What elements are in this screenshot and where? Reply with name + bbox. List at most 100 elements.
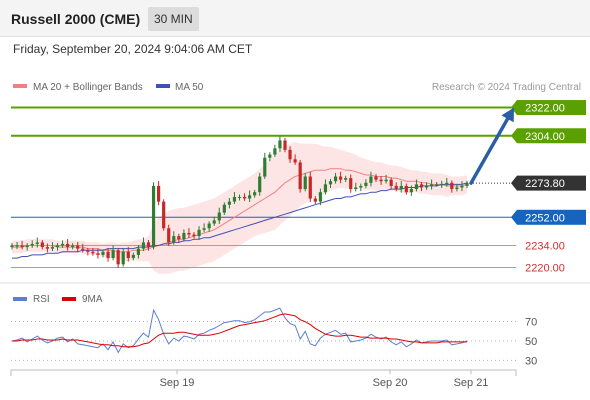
projection-arrow	[469, 107, 514, 185]
level-tag-label-4: 2234.00	[525, 241, 565, 253]
candle-body-56	[293, 159, 297, 163]
level-tags: 2322.00 2304.00 2273.80 2252.00 2234.00 2220.…	[511, 100, 586, 274]
candle-body-54	[283, 140, 287, 150]
projection-arrow-head	[501, 107, 514, 123]
candle-body-85	[440, 184, 444, 186]
candle-body-65	[339, 176, 343, 180]
candle-body-82	[424, 185, 429, 188]
candle-body-34	[182, 232, 186, 240]
candle-body-50	[263, 157, 267, 177]
candle-body-64	[333, 176, 338, 182]
ma20-legend-swatch	[13, 84, 27, 88]
candle-body-44	[232, 196, 237, 202]
rsi-tick-label-0: 70	[525, 317, 537, 329]
candle-body-40	[212, 220, 216, 224]
rsi-ma-legend-label: 9MA	[82, 294, 103, 305]
candle-body-16	[91, 251, 95, 254]
candle-body-74	[384, 179, 388, 182]
x-axis: Sep 19 Sep 20 Sep 21	[10, 369, 517, 389]
candle-body-70	[364, 182, 368, 186]
datetime-label: Friday, September 20, 2024 9:04:06 AM CE…	[13, 42, 253, 56]
main-legend: MA 20 + Bollinger Bands MA 50 Research ©…	[13, 82, 581, 93]
candle-body-33	[177, 236, 181, 240]
candle-body-76	[394, 185, 398, 190]
candle-body-69	[359, 185, 363, 188]
candle-body-13	[76, 245, 80, 249]
candle-body-88	[455, 187, 459, 190]
candle-body-32	[172, 236, 176, 243]
bollinger-band	[12, 142, 467, 274]
candle-body-30	[162, 201, 166, 229]
instrument-title: Russell 2000 (CME)	[11, 11, 141, 27]
level-tag-bg-0	[517, 100, 586, 116]
candle-body-36	[192, 234, 196, 237]
candle-body-79	[409, 189, 413, 193]
candle-body-42	[222, 204, 226, 213]
candle-body-1	[15, 245, 19, 247]
candle-body-19	[106, 251, 110, 259]
level-lines	[11, 106, 516, 268]
timeframe-badge[interactable]: 30 MIN	[148, 7, 199, 31]
level-tag-pointer-1	[511, 128, 517, 144]
candle-body-6	[40, 242, 44, 248]
rsi-legend-label: RSI	[33, 294, 50, 305]
rsi-tick-label-2: 30	[525, 355, 537, 367]
candle-body-57	[298, 162, 302, 190]
candle-body-90	[465, 183, 469, 186]
candle-body-7	[45, 247, 49, 249]
rsi-ma-legend-swatch	[62, 297, 76, 301]
candle-body-48	[253, 192, 257, 196]
candle-body-3	[25, 245, 29, 248]
bollinger-band-area	[12, 142, 467, 274]
rsi-tick-label-1: 50	[525, 336, 537, 348]
candle-body-39	[207, 223, 211, 229]
candle-body-62	[323, 184, 328, 193]
candle-body-15	[86, 250, 90, 252]
candle-body-59	[308, 176, 312, 199]
credit-label: Research © 2024 Trading Central	[432, 82, 581, 93]
candle-body-63	[328, 181, 333, 185]
candle-body-35	[187, 232, 191, 235]
candle-body-55	[288, 149, 292, 160]
candle-body-81	[419, 184, 424, 188]
candle-body-60	[313, 198, 317, 202]
candle-body-18	[101, 251, 105, 255]
level-tag-pointer-3	[511, 209, 517, 225]
candle-body-49	[258, 176, 262, 193]
candle-body-73	[379, 179, 383, 182]
candle-body-24	[131, 254, 135, 259]
ma20-legend-label: MA 20 + Bollinger Bands	[33, 82, 143, 93]
rsi-line	[11, 307, 468, 354]
ma50-legend-swatch	[156, 84, 170, 88]
candle-body-43	[227, 201, 231, 205]
rsi-legend: RSI 9MA	[13, 294, 103, 305]
level-tag-pointer-2	[511, 175, 517, 191]
level-tag-bg-3	[517, 209, 586, 225]
candle-body-47	[248, 195, 252, 199]
candle-body-23	[126, 251, 130, 259]
header-bar: Russell 2000 (CME) 30 MIN	[0, 0, 590, 37]
rsi-ma-line	[12, 313, 467, 348]
candle-body-14	[81, 248, 85, 251]
level-tag-label-5: 2220.00	[525, 262, 565, 274]
candle-body-78	[404, 185, 408, 193]
rsi-legend-swatch	[13, 297, 27, 301]
candle-body-29	[157, 185, 161, 202]
candle-body-27	[146, 242, 151, 248]
candle-body-84	[435, 184, 439, 186]
candle-body-75	[389, 179, 393, 186]
candle-body-71	[369, 176, 373, 183]
level-tag-bg-2	[517, 175, 586, 191]
candle-body-17	[96, 253, 100, 255]
candle-body-9	[55, 245, 60, 248]
candle-body-10	[60, 243, 65, 246]
candles	[10, 135, 469, 268]
candle-body-12	[71, 245, 75, 248]
level-tag-label-1: 2304.00	[525, 131, 565, 143]
candle-body-87	[450, 182, 454, 190]
candle-body-41	[217, 212, 221, 221]
candle-body-38	[202, 228, 206, 230]
level-tag-label-3: 2252.00	[525, 212, 565, 224]
level-tag-label-0: 2322.00	[525, 103, 565, 115]
